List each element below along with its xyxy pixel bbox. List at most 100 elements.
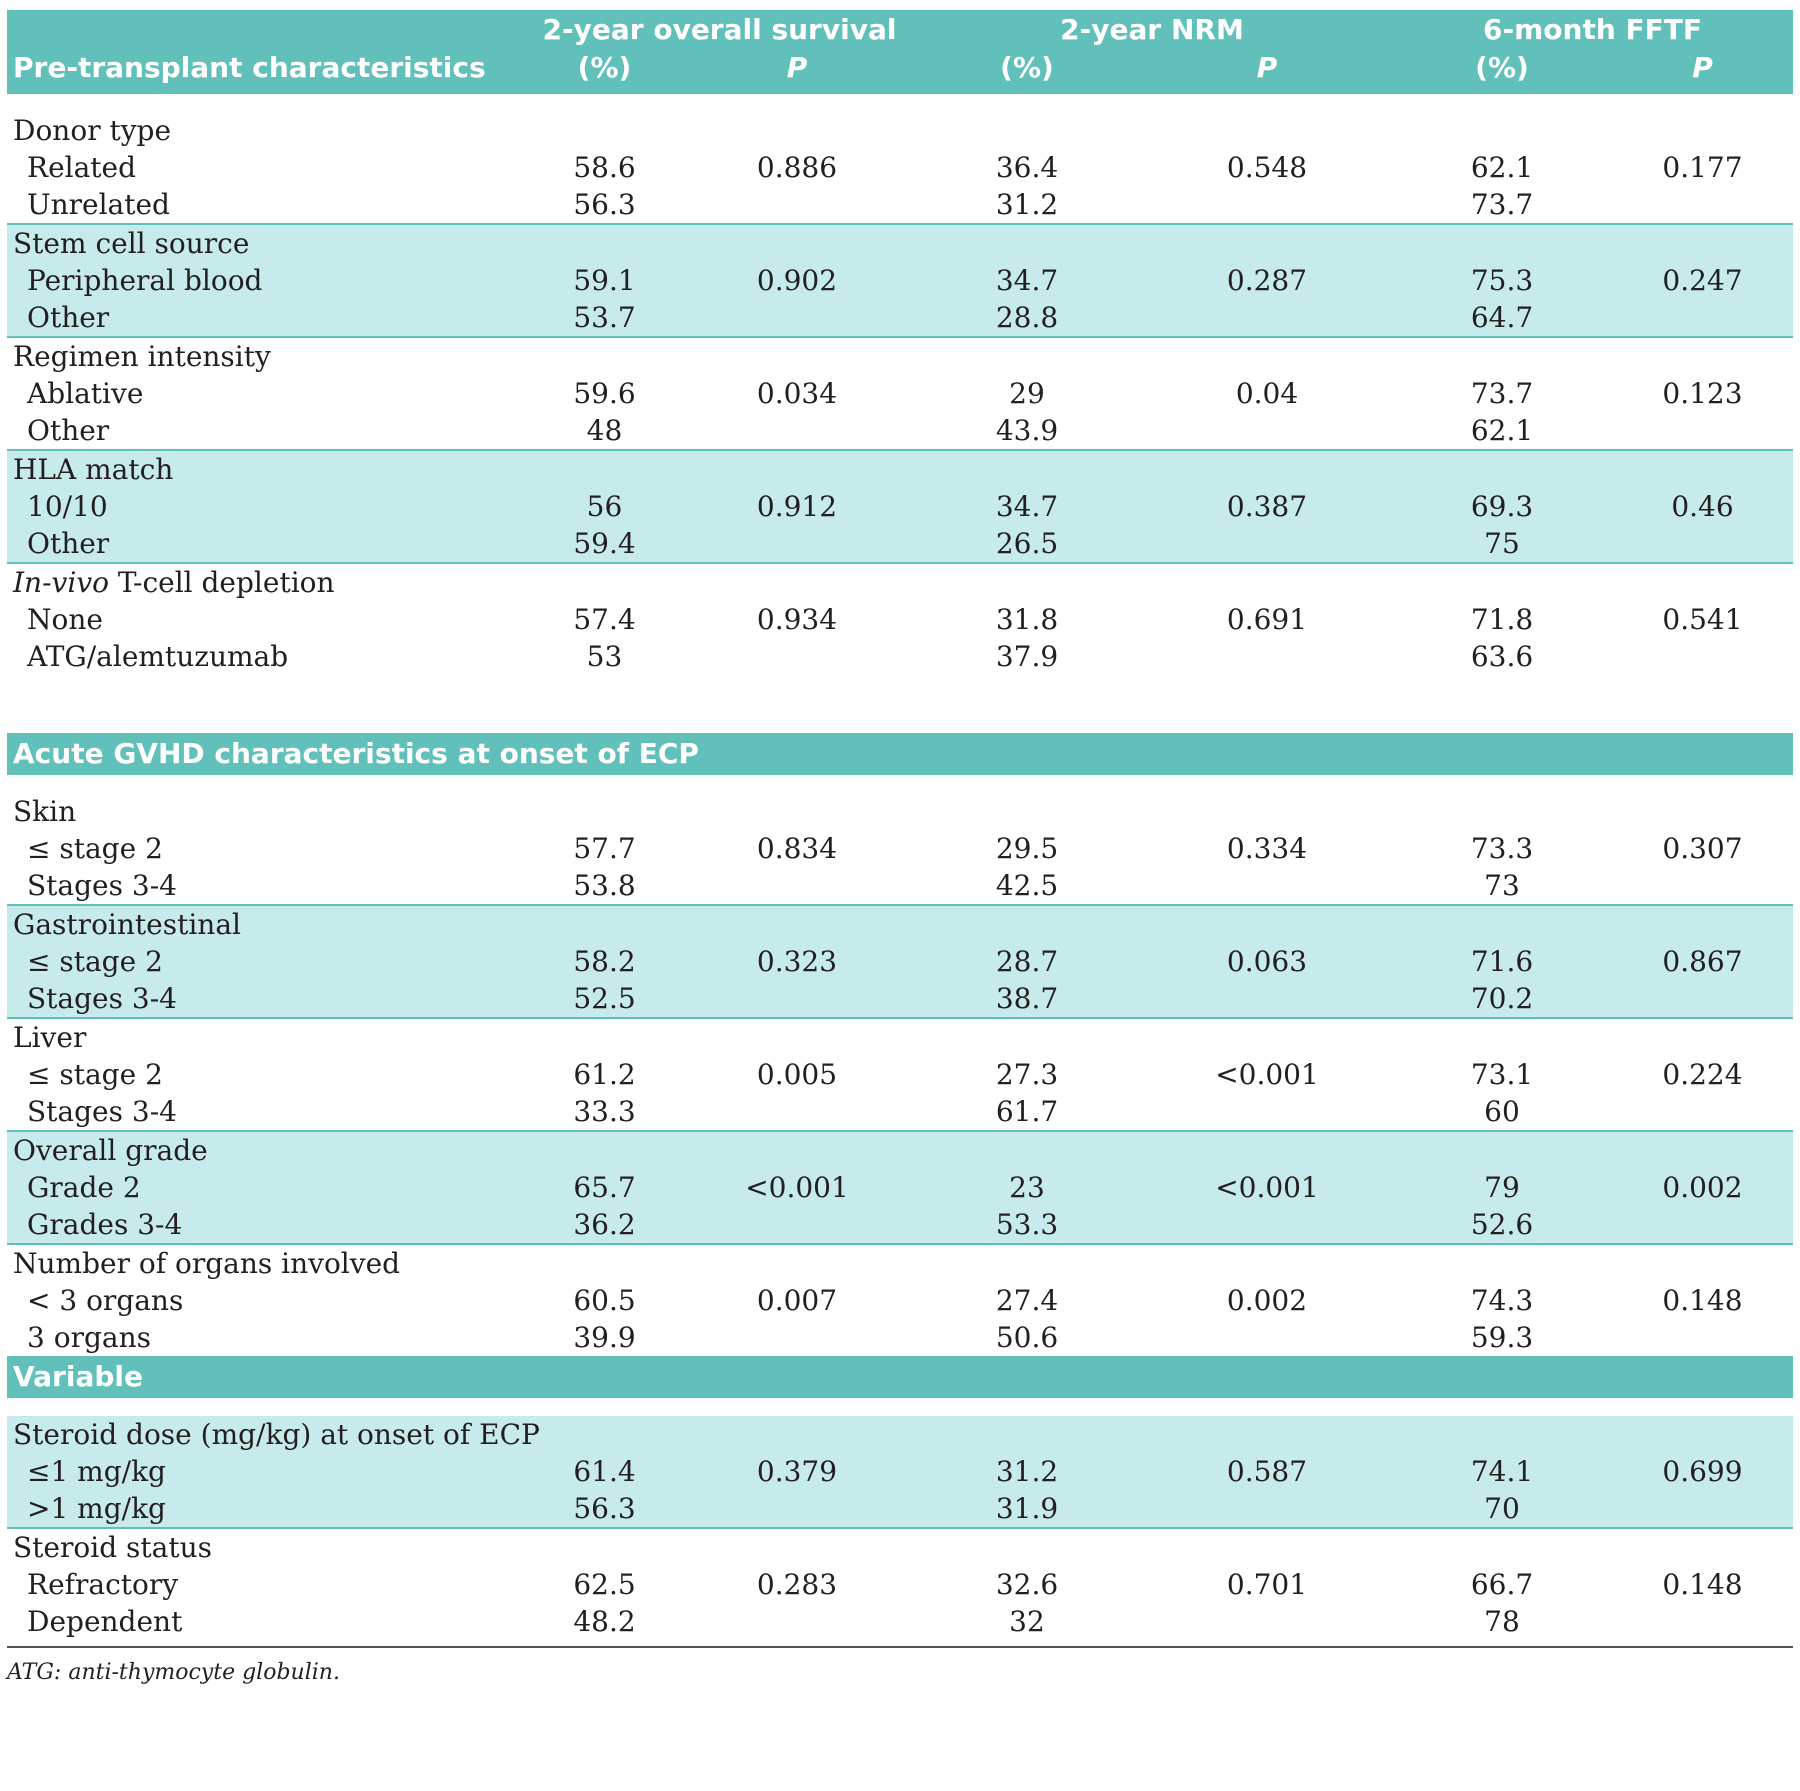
row-label: Ablative <box>27 377 144 410</box>
fftf-p-value <box>1612 412 1793 451</box>
fftf-p-value <box>1612 980 1793 1019</box>
os-p-value <box>682 1093 912 1132</box>
row-label: >1 mg/kg <box>7 1490 527 1529</box>
group-label: Overall grade <box>7 1131 1793 1169</box>
gvhd-section-title: Acute GVHD characteristics at onset of E… <box>7 733 1793 775</box>
fftf-value: 69.3 <box>1392 488 1612 525</box>
row-label: Grade 2 <box>7 1169 527 1206</box>
nrm-p-value: 0.548 <box>1226 151 1308 184</box>
table-row: Grades 3-4 36.2 53.3 52.6 <box>7 1206 1793 1245</box>
nrm-p-value <box>1142 1206 1392 1245</box>
fftf-value: 71.8 <box>1470 603 1534 636</box>
nrm-value: 34.7 <box>912 488 1142 525</box>
nrm-p-value <box>1142 299 1392 338</box>
row-label: None <box>27 603 103 636</box>
nrm-value: 34.7 <box>912 262 1142 299</box>
nrm-p-value: 0.04 <box>1235 377 1299 410</box>
row-label: Other <box>7 412 527 451</box>
fftf-value: 66.7 <box>1470 1568 1534 1601</box>
nrm-value: 28.7 <box>912 943 1142 980</box>
table-row: Related 58.6 0.886 36.4 0.548 62.1 0.177 <box>7 149 1793 186</box>
os-p-value <box>682 1206 912 1245</box>
group-label-text: HLA match <box>13 453 174 486</box>
fftf-p-value <box>1612 525 1793 564</box>
nrm-value: 32 <box>1009 1605 1045 1638</box>
nrm-p-value <box>1142 638 1392 675</box>
os-value: 56.3 <box>527 186 682 225</box>
fftf-value: 70 <box>1392 1490 1612 1529</box>
group-label-text: Donor type <box>13 114 172 147</box>
nrm-value: 42.5 <box>912 867 1142 906</box>
group-label-text: Stem cell source <box>13 227 250 260</box>
table-row: ≤ stage 2 57.7 0.834 29.5 0.334 73.3 0.307 <box>7 830 1793 867</box>
fftf-p-value: 0.177 <box>1662 151 1743 184</box>
table-row: None 57.4 0.934 31.8 0.691 71.8 0.541 <box>7 601 1793 638</box>
variable-section-title: Variable <box>7 1356 1793 1398</box>
table-row: Other 53.7 28.8 64.7 <box>7 299 1793 338</box>
os-value: 65.7 <box>527 1169 682 1206</box>
os-p-value <box>682 1603 912 1640</box>
row-label: Dependent <box>27 1605 183 1638</box>
os-p-value: 0.834 <box>756 832 838 865</box>
nrm-pct-header: (%) <box>912 48 1142 94</box>
row-label: ≤ stage 2 <box>27 832 163 865</box>
group-header-row: HLA match <box>7 450 1793 488</box>
gvhd-section: Skin ≤ stage 2 57.7 0.834 29.5 0.334 73.3 0.307… <box>7 775 1793 1356</box>
os-p-value <box>682 299 912 338</box>
nrm-value: 43.9 <box>912 412 1142 451</box>
fftf-value: 73.7 <box>1392 186 1612 225</box>
table-row: Unrelated 56.3 31.2 73.7 <box>7 186 1793 225</box>
group-label-text: T-cell depletion <box>109 566 335 599</box>
os-p-value <box>682 1490 912 1529</box>
nrm-p-value <box>1142 186 1392 225</box>
nrm-p-value: 0.387 <box>1142 488 1392 525</box>
gvhd-section-band: Acute GVHD characteristics at onset of E… <box>7 675 1793 775</box>
os-p-value: 0.005 <box>756 1058 838 1091</box>
fftf-value: 73.1 <box>1470 1058 1534 1091</box>
fftf-value: 62.1 <box>1392 412 1612 451</box>
os-p-value: 0.912 <box>682 488 912 525</box>
fftf-value: 74.1 <box>1392 1453 1612 1490</box>
nrm-value: 28.8 <box>912 299 1142 338</box>
table-page: 2-year overall survival 2-year NRM 6-mon… <box>7 10 1793 1685</box>
fftf-p-value: 0.224 <box>1662 1058 1743 1091</box>
group-label-text: Skin <box>13 795 77 828</box>
fftf-p-value <box>1612 1490 1793 1529</box>
os-value: 53 <box>586 640 623 673</box>
table-row: Grade 2 65.7 <0.001 23 <0.001 79 0.002 <box>7 1169 1793 1206</box>
table-header: 2-year overall survival 2-year NRM 6-mon… <box>7 10 1793 94</box>
group-label: Steroid dose (mg/kg) at onset of ECP <box>7 1416 1793 1453</box>
fftf-p-value <box>1612 186 1793 225</box>
row-label: Unrelated <box>7 186 527 225</box>
os-value: 58.2 <box>527 943 682 980</box>
row-label: Other <box>7 525 527 564</box>
nrm-value: 31.9 <box>912 1490 1142 1529</box>
fftf-p-value: 0.148 <box>1662 1568 1743 1601</box>
os-p-value <box>682 1319 912 1356</box>
group-label: Regimen intensity <box>7 337 1793 375</box>
nrm-value: 27.4 <box>995 1284 1059 1317</box>
nrm-p-value: 0.587 <box>1142 1453 1392 1490</box>
nrm-p-value <box>1142 1319 1392 1356</box>
fftf-p-value: 0.002 <box>1612 1169 1793 1206</box>
nrm-column-title: 2-year NRM <box>912 10 1392 48</box>
os-value: 59.4 <box>527 525 682 564</box>
table-row: 10/10 56 0.912 34.7 0.387 69.3 0.46 <box>7 488 1793 525</box>
os-value: 60.5 <box>573 1284 636 1317</box>
fftf-p-value <box>1612 638 1793 675</box>
table-footnote: ATG: anti-thymocyte globulin. <box>7 1660 340 1685</box>
nrm-p-value: 0.701 <box>1226 1568 1308 1601</box>
fftf-p-value: 0.307 <box>1662 832 1743 865</box>
os-value: 58.6 <box>573 151 636 184</box>
os-value: 57.4 <box>573 603 636 636</box>
fftf-p-value <box>1612 1093 1793 1132</box>
fftf-value: 75.3 <box>1392 262 1612 299</box>
fftf-value: 60 <box>1392 1093 1612 1132</box>
nrm-value: 27.3 <box>995 1058 1059 1091</box>
fftf-value: 78 <box>1484 1605 1520 1638</box>
group-header-row: Number of organs involved <box>7 1244 1793 1282</box>
fftf-value: 73.7 <box>1470 377 1534 410</box>
fftf-value: 62.1 <box>1470 151 1534 184</box>
fftf-p-value: 0.148 <box>1662 1284 1743 1317</box>
os-value: 48.2 <box>573 1605 636 1638</box>
